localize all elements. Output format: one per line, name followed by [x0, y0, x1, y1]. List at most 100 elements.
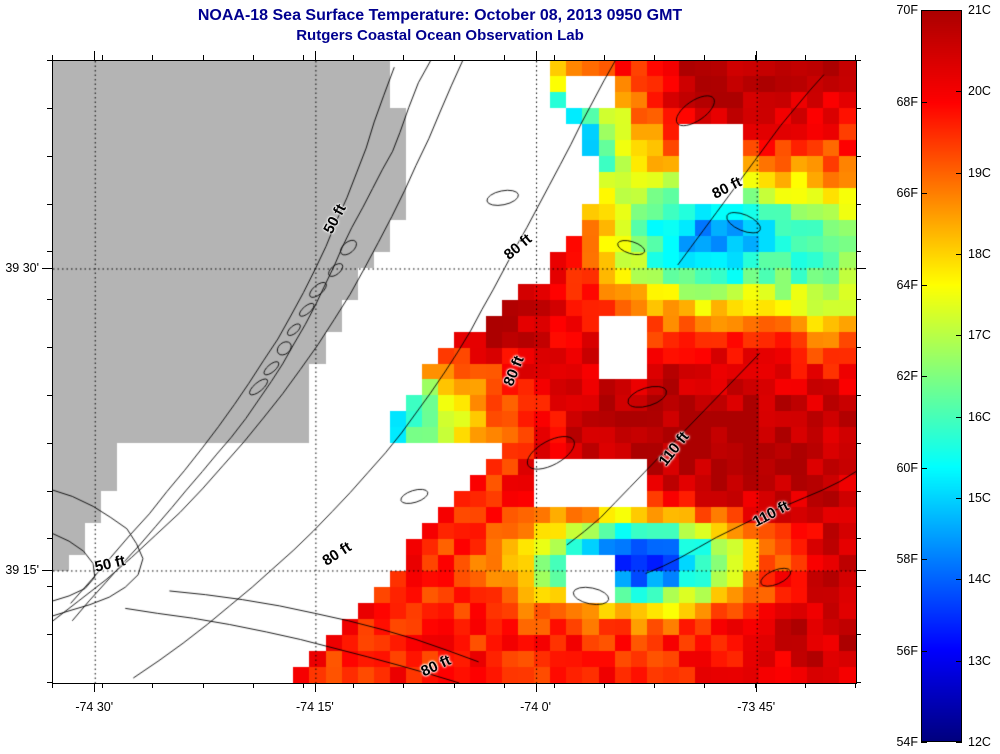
colorbar-gradient	[922, 11, 961, 741]
y-major-tick-right	[856, 570, 866, 571]
x-minor-tick-top	[52, 55, 53, 60]
y-minor-tick-right	[856, 204, 861, 205]
x-minor-tick-bottom	[52, 683, 53, 688]
colorbar-tick-right	[956, 10, 962, 11]
y-major-tick-left	[42, 268, 52, 269]
colorbar-label-c-14c: 14C	[968, 572, 991, 586]
y-minor-tick-right	[856, 347, 861, 348]
colorbar-label-c-21c: 21C	[968, 3, 991, 17]
y-major-tick-right	[856, 268, 866, 269]
colorbar-tick-left	[921, 559, 927, 560]
y-minor-tick-left	[47, 682, 52, 683]
x-minor-tick-bottom	[604, 683, 605, 688]
colorbar-label-f-60f: 60F	[882, 461, 918, 475]
y-minor-tick-right	[856, 299, 861, 300]
colorbar-tick-right	[956, 579, 962, 580]
y-minor-tick-left	[47, 299, 52, 300]
x-minor-tick-bottom	[454, 683, 455, 688]
x-minor-tick-top	[704, 55, 705, 60]
colorbar-tick-right	[956, 335, 962, 336]
colorbar-label-c-17c: 17C	[968, 328, 991, 342]
x-minor-tick-bottom	[253, 683, 254, 688]
colorbar-label-c-13c: 13C	[968, 654, 991, 668]
x-minor-tick-bottom	[805, 683, 806, 688]
x-minor-tick-bottom	[353, 683, 354, 688]
page-subtitle: Rutgers Coastal Ocean Observation Lab	[0, 26, 880, 46]
x-major-tick-top	[756, 51, 757, 60]
y-minor-tick-left	[47, 60, 52, 61]
colorbar-tick-left	[921, 468, 927, 469]
colorbar-label-c-19c: 19C	[968, 166, 991, 180]
colorbar-label-c-12c: 12C	[968, 735, 991, 749]
x-minor-tick-bottom	[303, 683, 304, 688]
y-minor-tick-left	[47, 586, 52, 587]
x-minor-tick-bottom	[403, 683, 404, 688]
colorbar-tick-left	[921, 651, 927, 652]
x-major-tick-bottom	[756, 683, 757, 692]
sst-map-figure: NOAA-18 Sea Surface Temperature: October…	[0, 0, 1000, 754]
x-minor-tick-top	[403, 55, 404, 60]
colorbar-tick-right	[956, 91, 962, 92]
x-minor-tick-bottom	[704, 683, 705, 688]
y-minor-tick-left	[47, 443, 52, 444]
y-minor-tick-left	[47, 108, 52, 109]
y-minor-tick-right	[856, 60, 861, 61]
x-minor-tick-top	[454, 55, 455, 60]
y-axis-label-1: 39 15'	[0, 563, 39, 577]
y-minor-tick-right	[856, 156, 861, 157]
x-minor-tick-top	[353, 55, 354, 60]
colorbar-label-f-58f: 58F	[882, 552, 918, 566]
y-minor-tick-left	[47, 634, 52, 635]
y-minor-tick-left	[47, 204, 52, 205]
colorbar-tick-right	[956, 661, 962, 662]
colorbar-label-f-56f: 56F	[882, 644, 918, 658]
x-minor-tick-top	[805, 55, 806, 60]
colorbar-tick-left	[921, 10, 927, 11]
x-minor-tick-top	[604, 55, 605, 60]
x-minor-tick-top	[504, 55, 505, 60]
map-plot-area[interactable]	[52, 60, 857, 684]
x-major-tick-bottom	[94, 683, 95, 692]
colorbar-label-c-18c: 18C	[968, 247, 991, 261]
x-minor-tick-top	[102, 55, 103, 60]
x-major-tick-top	[315, 51, 316, 60]
x-minor-tick-bottom	[504, 683, 505, 688]
colorbar-tick-left	[921, 285, 927, 286]
x-major-tick-bottom	[536, 683, 537, 692]
x-minor-tick-top	[303, 55, 304, 60]
x-minor-tick-top	[554, 55, 555, 60]
y-minor-tick-left	[47, 538, 52, 539]
colorbar-tick-right	[956, 254, 962, 255]
y-minor-tick-right	[856, 443, 861, 444]
x-minor-tick-bottom	[654, 683, 655, 688]
temperature-colorbar[interactable]	[921, 10, 962, 742]
y-minor-tick-left	[47, 156, 52, 157]
x-minor-tick-top	[654, 55, 655, 60]
x-minor-tick-top	[152, 55, 153, 60]
colorbar-label-f-66f: 66F	[882, 186, 918, 200]
y-minor-tick-left	[47, 395, 52, 396]
x-minor-tick-top	[203, 55, 204, 60]
colorbar-tick-right	[956, 173, 962, 174]
colorbar-label-c-20c: 20C	[968, 84, 991, 98]
x-major-tick-top	[94, 51, 95, 60]
colorbar-tick-left	[921, 193, 927, 194]
y-minor-tick-right	[856, 108, 861, 109]
y-major-tick-left	[42, 570, 52, 571]
x-minor-tick-top	[253, 55, 254, 60]
y-minor-tick-right	[856, 538, 861, 539]
colorbar-label-c-15c: 15C	[968, 491, 991, 505]
y-minor-tick-left	[47, 347, 52, 348]
y-minor-tick-left	[47, 491, 52, 492]
x-minor-tick-bottom	[855, 683, 856, 688]
x-axis-label-3: -73 45'	[737, 700, 775, 714]
figure-title-block: NOAA-18 Sea Surface Temperature: October…	[0, 6, 880, 46]
page-title: NOAA-18 Sea Surface Temperature: October…	[0, 6, 880, 26]
x-major-tick-top	[536, 51, 537, 60]
x-axis-label-0: -74 30'	[75, 700, 113, 714]
x-minor-tick-bottom	[102, 683, 103, 688]
colorbar-label-f-64f: 64F	[882, 278, 918, 292]
colorbar-tick-left	[921, 376, 927, 377]
colorbar-label-c-16c: 16C	[968, 410, 991, 424]
x-major-tick-bottom	[315, 683, 316, 692]
